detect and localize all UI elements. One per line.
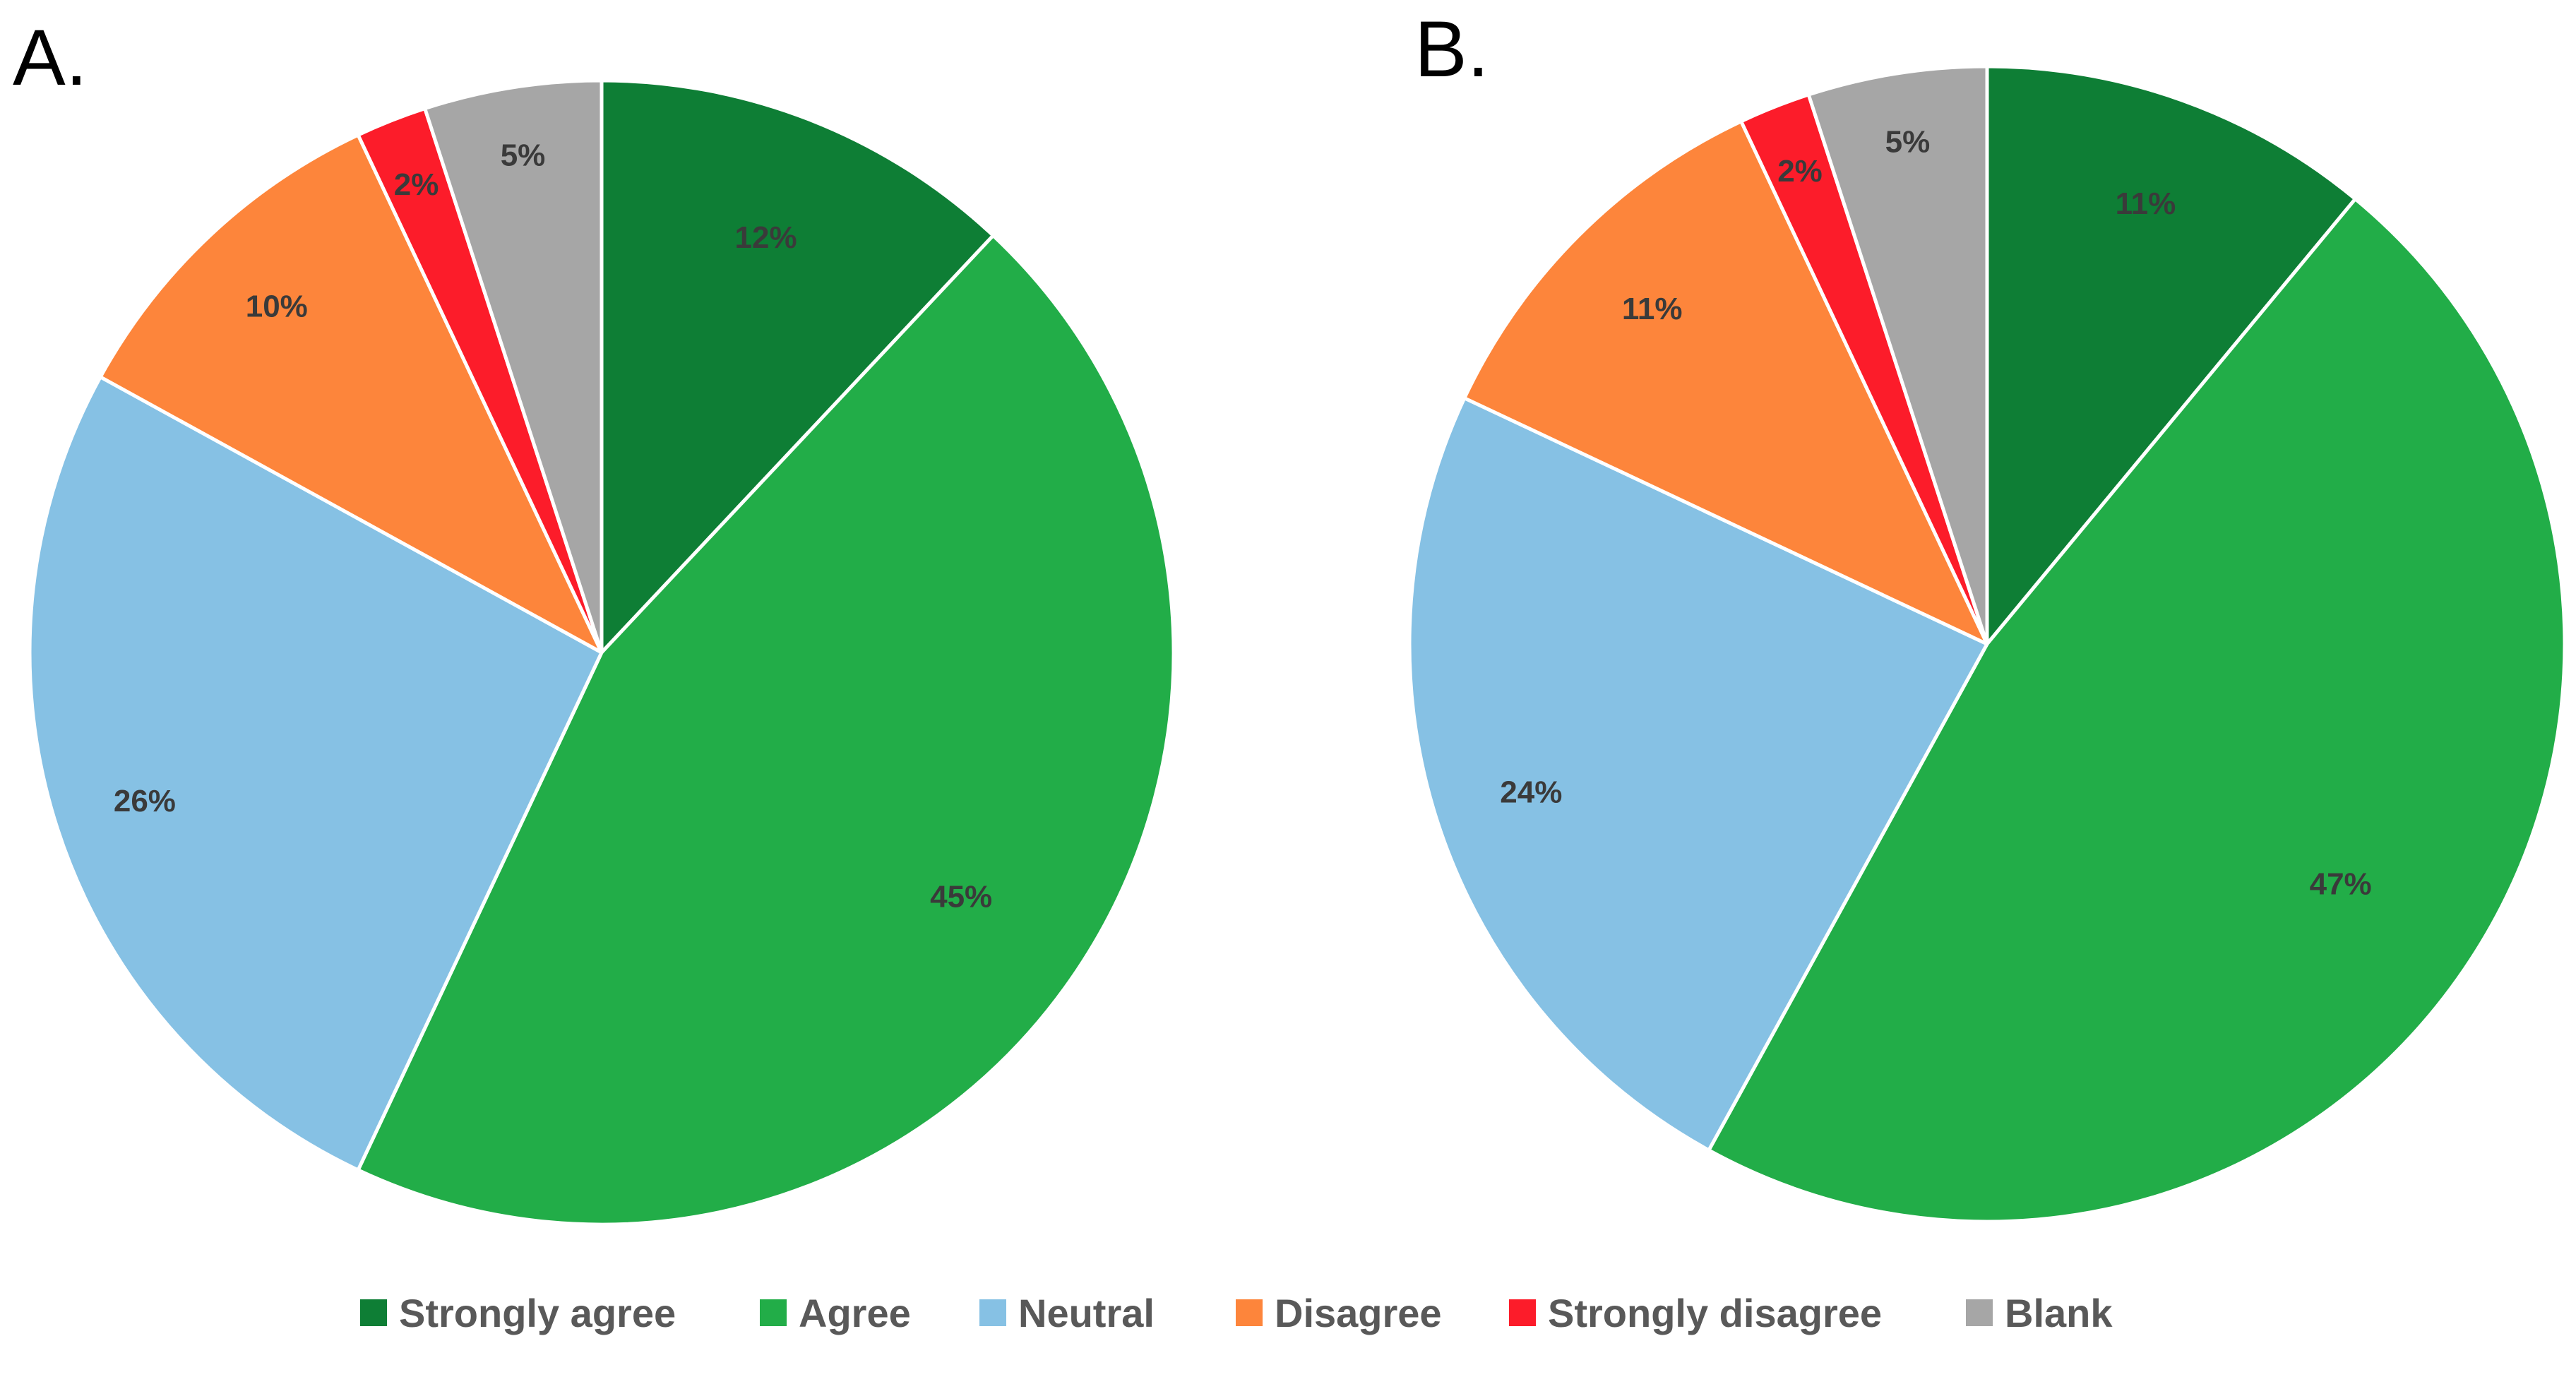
legend-label-strongly-agree: Strongly agree (399, 1291, 676, 1335)
pie-a-label-neutral: 26% (114, 784, 176, 818)
pie-a-slice-disagree (98, 133, 604, 655)
pie-a-label-blank: 5% (501, 138, 546, 172)
pie-a-slice-blank (423, 78, 604, 655)
pie-b-slice-blank (1806, 64, 1989, 646)
pie-b-label-strongly-disagree: 2% (1777, 154, 1823, 189)
pie-b-slice-strongly-agree (1985, 64, 2357, 646)
pie-a-slices (28, 78, 1176, 1227)
pie-b-label-strongly-agree: 11% (2116, 186, 2176, 221)
legend-label-blank: Blank (2005, 1291, 2113, 1335)
pie-b-label-disagree: 11% (1622, 292, 1683, 326)
legend-item-blank: Blank (1966, 1291, 2113, 1335)
legend-item-disagree: Disagree (1236, 1291, 1442, 1335)
legend: Strongly agree Agree Neutral Disagree St… (360, 1291, 2113, 1335)
pie-a-slice-agree (356, 234, 1176, 1227)
legend-swatch-strongly-disagree (1509, 1299, 1536, 1326)
pie-chart-b: B. 11% 47% 24% 11% 2% 5% (1407, 5, 2567, 1224)
legend-swatch-neutral (979, 1299, 1006, 1326)
panel-label-a: A. (13, 13, 88, 102)
pie-b-label-agree: 47% (2310, 867, 2372, 902)
pie-a-label-disagree: 10% (246, 289, 308, 323)
pie-chart-a: A. 12% 45% 26% 10% 2% 5% (13, 13, 1176, 1227)
pie-b-label-neutral: 24% (1500, 775, 1562, 809)
pie-b-slices (1407, 64, 2567, 1224)
pie-b-slice-neutral (1407, 396, 1989, 1152)
legend-swatch-blank (1966, 1299, 1993, 1326)
pie-b-label-blank: 5% (1885, 125, 1931, 160)
legend-label-disagree: Disagree (1275, 1291, 1442, 1335)
pie-b-labels: 11% 47% 24% 11% 2% 5% (1500, 125, 2371, 902)
legend-label-agree: Agree (799, 1291, 911, 1335)
panel-label-b: B. (1414, 5, 1489, 93)
legend-swatch-agree (760, 1299, 787, 1326)
pie-a-slice-strongly-agree (600, 78, 995, 655)
legend-item-strongly-agree: Strongly agree (360, 1291, 676, 1335)
pie-b-slice-agree (1707, 197, 2567, 1224)
legend-swatch-disagree (1236, 1299, 1263, 1326)
legend-item-agree: Agree (760, 1291, 911, 1335)
legend-item-neutral: Neutral (979, 1291, 1155, 1335)
pie-a-label-agree: 45% (930, 880, 992, 914)
legend-label-neutral: Neutral (1018, 1291, 1155, 1335)
pie-a-label-strongly-agree: 12% (735, 220, 797, 255)
pie-a-labels: 12% 45% 26% 10% 2% 5% (114, 138, 992, 914)
legend-label-strongly-disagree: Strongly disagree (1548, 1291, 1882, 1335)
pie-a-label-strongly-disagree: 2% (394, 167, 439, 202)
pie-b-slice-disagree (1462, 119, 1989, 646)
legend-swatch-strongly-agree (360, 1299, 387, 1326)
legend-item-strongly-disagree: Strongly disagree (1509, 1291, 1882, 1335)
